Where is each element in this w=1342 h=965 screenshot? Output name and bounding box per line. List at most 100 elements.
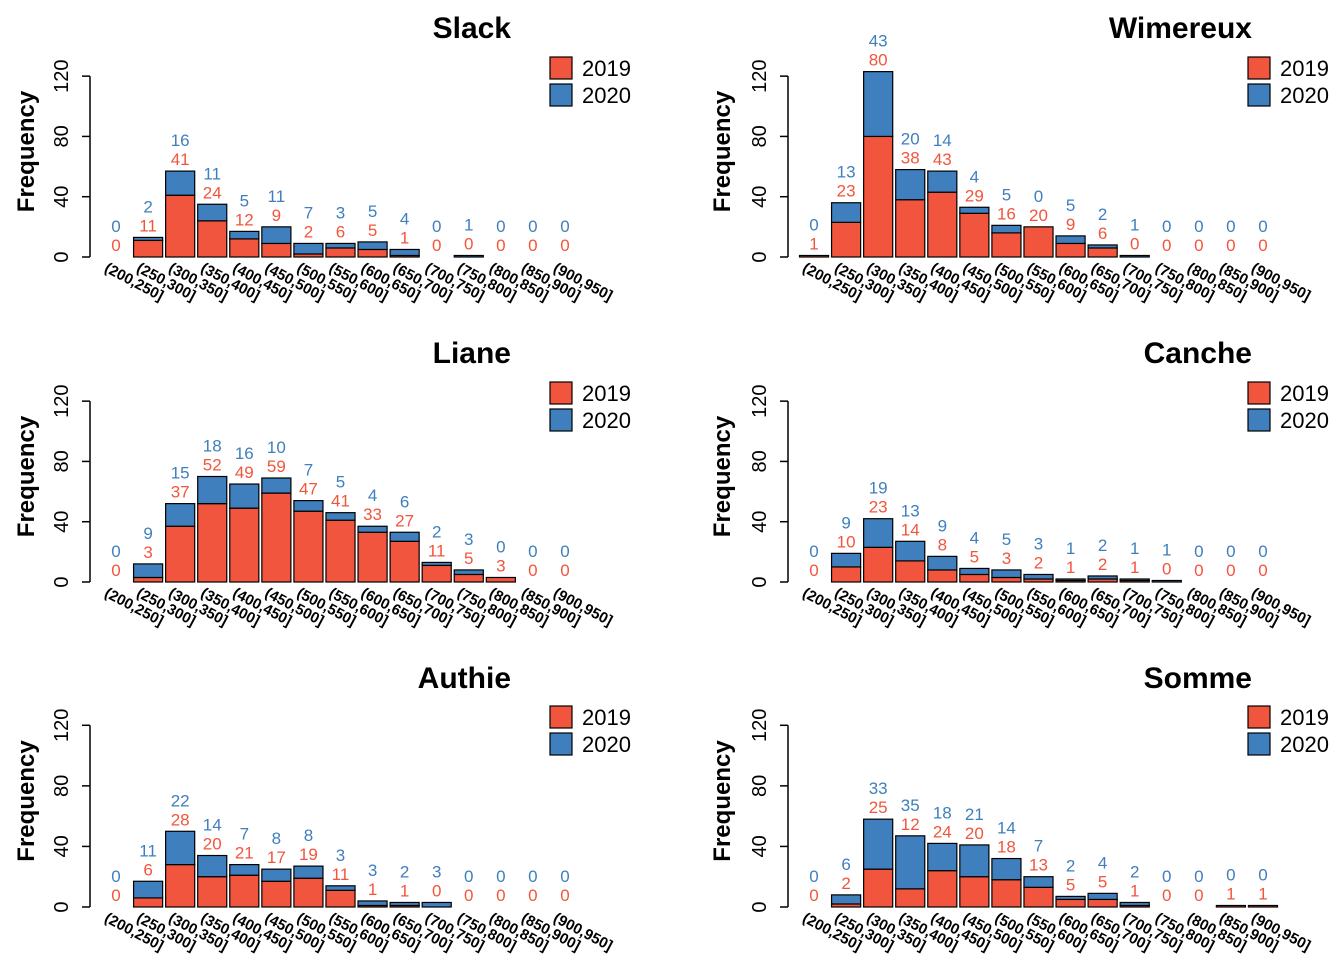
- data-label-2019: 6: [336, 222, 345, 241]
- y-tick-label: 120: [51, 384, 73, 417]
- data-label-2019: 21: [235, 844, 254, 863]
- data-label-2020: 13: [837, 163, 856, 182]
- data-label-2019: 0: [528, 236, 537, 255]
- legend-label-2020: 2020: [582, 408, 631, 433]
- data-label-2020: 4: [970, 167, 979, 186]
- bar-2019: [357, 248, 388, 258]
- y-tick-label: 80: [749, 450, 771, 472]
- bar-2019: [1023, 226, 1054, 258]
- bar-2019: [959, 573, 990, 583]
- data-label-2019: 0: [1194, 561, 1203, 580]
- data-label-2020: 14: [997, 819, 1016, 838]
- bar-2019: [229, 507, 260, 583]
- data-label-2020: 0: [528, 867, 537, 886]
- data-label-2019: 3: [1002, 549, 1011, 568]
- data-label-2019: 11: [139, 216, 157, 235]
- data-label-2019: 0: [1194, 236, 1203, 255]
- legend-swatch-2020: [1247, 732, 1271, 756]
- data-label-2020: 15: [171, 464, 190, 483]
- bar-2020: [863, 71, 894, 138]
- bar-2019: [959, 212, 990, 258]
- data-label-2019: 0: [111, 886, 120, 905]
- bar-2020: [165, 503, 196, 527]
- bar-2020: [959, 844, 990, 878]
- y-tick-label: 120: [749, 709, 771, 742]
- legend-swatch-2019: [1247, 56, 1271, 80]
- bar-2020: [453, 254, 484, 258]
- data-label-2019: 0: [560, 561, 569, 580]
- data-label-2020: 3: [336, 203, 345, 222]
- data-label-2020: 9: [143, 524, 152, 543]
- data-label-2019: 12: [235, 210, 254, 229]
- legend-label-2019: 2019: [582, 705, 631, 730]
- bar-2020: [991, 224, 1022, 234]
- chart-title: Slack: [433, 12, 512, 45]
- bar-2020: [132, 563, 164, 579]
- legend-label-2019: 2019: [582, 381, 631, 406]
- data-label-2020: 0: [560, 217, 569, 236]
- data-label-2019: 0: [1226, 561, 1235, 580]
- panel-slack: SlackFrequency0408012000(200,250]112(250…: [13, 12, 631, 305]
- bar-2020: [959, 206, 990, 214]
- data-label-2020: 2: [1066, 856, 1075, 875]
- bar-2020: [863, 518, 894, 548]
- bar-2020: [229, 483, 260, 509]
- bar-2020: [389, 531, 420, 542]
- bar-2020: [357, 241, 388, 251]
- y-axis-label: Frequency: [13, 90, 40, 212]
- data-label-2019: 80: [869, 51, 888, 70]
- data-label-2019: 11: [428, 541, 446, 560]
- bar-2019: [261, 242, 292, 258]
- data-label-2020: 10: [267, 438, 286, 457]
- legend-swatch-2019: [549, 56, 573, 80]
- data-label-2020: 20: [901, 130, 920, 149]
- legend-label-2019: 2019: [1280, 705, 1329, 730]
- bar-2019: [863, 135, 894, 258]
- bar-2020: [830, 894, 862, 905]
- panel-wimereux: WimereuxFrequency0408012010(200,250]2313…: [709, 12, 1329, 305]
- y-axis-label: Frequency: [709, 415, 736, 537]
- bar-2019: [357, 531, 388, 583]
- data-label-2020: 43: [869, 32, 888, 51]
- y-tick-label: 80: [51, 450, 73, 472]
- bar-2020: [991, 857, 1022, 881]
- panel-authie: AuthieFrequency0408012000(200,250]611(25…: [13, 662, 631, 955]
- data-label-2019: 18: [997, 838, 1016, 857]
- data-label-2019: 0: [560, 886, 569, 905]
- data-label-2019: 28: [171, 810, 190, 829]
- bar-2020: [927, 842, 958, 872]
- bar-2020: [1055, 578, 1086, 582]
- data-label-2020: 0: [1226, 865, 1235, 884]
- data-label-2020: 0: [496, 867, 505, 886]
- bar-2020: [830, 202, 862, 223]
- bar-2019: [132, 239, 164, 258]
- data-label-2019: 1: [1066, 558, 1075, 577]
- data-label-2019: 19: [299, 845, 318, 864]
- bar-2019: [830, 221, 862, 258]
- legend-swatch-2019: [1247, 705, 1271, 729]
- legend-swatch-2019: [549, 381, 573, 405]
- data-label-2020: 0: [111, 542, 120, 561]
- data-label-2020: 3: [1034, 534, 1043, 553]
- bar-2020: [1023, 876, 1054, 888]
- data-label-2019: 0: [528, 886, 537, 905]
- bar-2020: [1087, 575, 1118, 580]
- data-label-2019: 2: [304, 222, 313, 241]
- bar-2020: [1087, 892, 1118, 901]
- data-label-2020: 11: [268, 187, 286, 206]
- data-label-2019: 0: [496, 236, 505, 255]
- bar-2019: [1023, 886, 1054, 908]
- bar-2019: [863, 868, 894, 908]
- data-label-2020: 1: [1130, 215, 1139, 234]
- y-tick-label: 0: [51, 901, 73, 912]
- bar-2019: [229, 238, 260, 258]
- data-label-2019: 52: [203, 456, 222, 475]
- data-label-2020: 33: [869, 779, 888, 798]
- data-label-2020: 14: [933, 131, 952, 150]
- bar-2019: [927, 870, 958, 908]
- bar-2019: [895, 888, 926, 908]
- data-label-2019: 2: [1034, 553, 1043, 572]
- data-label-2020: 2: [1098, 205, 1107, 224]
